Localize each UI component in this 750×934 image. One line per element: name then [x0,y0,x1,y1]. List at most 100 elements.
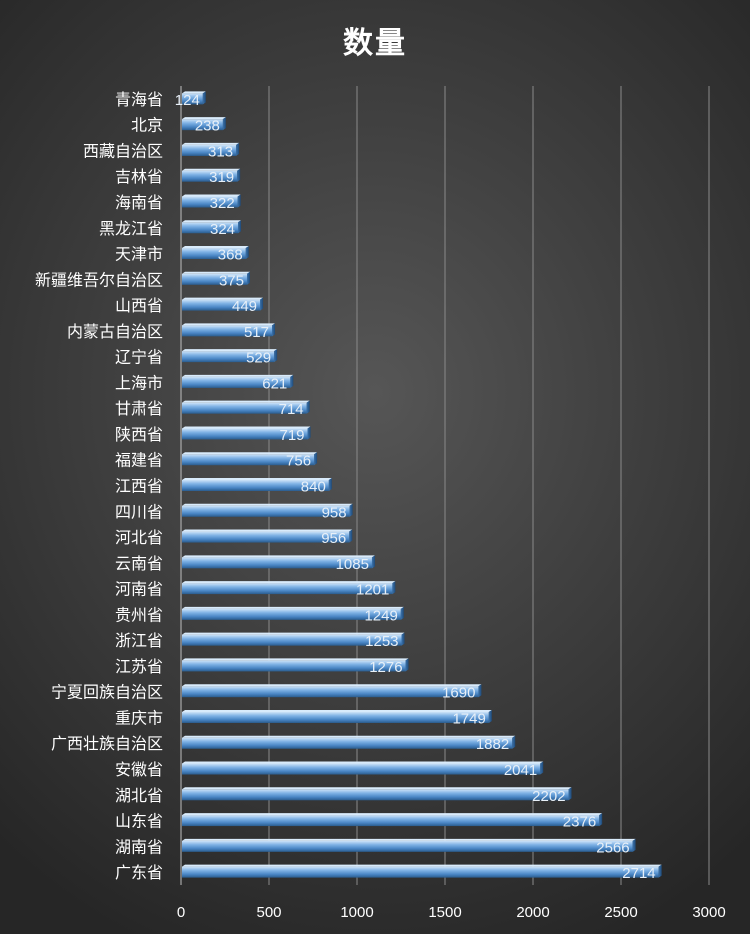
bar-top-face [182,323,275,326]
category-label: 辽宁省 [115,348,163,367]
data-label: 2566 [596,839,629,856]
category-label: 安徽省 [115,760,163,779]
bar-body [182,248,246,260]
bar [182,452,318,466]
bar-top-face [182,168,241,171]
data-label: 322 [210,195,235,212]
bar-body [182,299,261,311]
bar-end-face [306,400,310,414]
bar [182,297,264,311]
bar-end-face [274,349,278,363]
bar-body [182,119,223,131]
bar-end-face [307,426,311,440]
bar-top-face [182,142,240,145]
category-label: 宁夏回族自治区 [51,683,163,702]
data-label: 1882 [476,736,509,753]
bar-top-face [182,374,294,377]
bar-body [182,505,350,517]
bar-end-face [245,246,249,260]
category-label: 西藏自治区 [83,141,163,160]
bar [182,787,572,801]
bar-end-face [349,503,353,517]
bar [182,117,226,131]
data-label: 449 [232,298,257,315]
bar-end-face [260,297,264,311]
bar-top-face [182,478,332,480]
bar [182,323,275,337]
bar-top-face [182,555,375,558]
bar-top-face [182,503,353,506]
bar-end-face [405,658,409,672]
bar-body [182,222,239,234]
bar [182,503,353,517]
bar-body [182,273,247,285]
bar-end-face [658,864,662,878]
data-label: 324 [210,221,235,238]
bar [182,838,636,852]
bar-body [182,866,659,878]
category-label: 上海市 [115,373,163,392]
category-label: 广东省 [115,863,163,882]
bar-top-face [182,581,396,584]
data-label: 368 [218,247,243,264]
bar-body [182,531,350,543]
data-label: 1201 [356,582,389,599]
bar-top-face [182,632,405,635]
bar-body [182,608,401,620]
data-label: 2714 [622,865,655,882]
bar [182,864,662,878]
bar-top-face [182,452,318,455]
category-label: 海南省 [115,193,163,212]
bar-end-face [328,478,332,491]
bar-top-face [182,400,310,403]
bars [182,91,662,878]
bar-body [182,428,308,440]
category-label: 黑龙江省 [99,219,163,238]
bar-top-face [182,220,242,223]
data-label: 2202 [532,788,565,805]
data-label: 313 [208,143,233,160]
bar [182,374,294,388]
bar-body [182,789,569,801]
data-label: 238 [195,118,220,135]
bar [182,735,516,749]
bar [182,606,404,620]
bar-top-face [182,684,482,687]
category-label: 山东省 [115,812,163,831]
data-label: 124 [175,92,200,109]
bar-end-face [632,838,636,852]
bar [182,91,206,105]
bar-body [182,660,406,672]
bar-end-face [392,581,396,595]
bar-top-face [182,658,409,661]
data-label: 1249 [364,607,397,624]
bar [182,349,278,363]
bar-end-face [290,374,294,388]
category-label: 天津市 [115,245,163,264]
bar-top-face [182,529,353,532]
data-label: 714 [279,401,304,418]
bar-top-face [182,709,492,712]
bar-end-face [512,735,516,749]
x-tick-label: 2500 [604,904,637,921]
data-label: 1749 [452,710,485,727]
data-label: 2041 [504,762,537,779]
bar-body [182,196,238,208]
bar-body [182,144,237,156]
category-label: 甘肃省 [115,399,163,418]
data-label: 719 [280,427,305,444]
bar-end-face [271,323,275,337]
bar-body [182,376,291,388]
data-label: 1253 [365,633,398,650]
bar-body [182,711,489,723]
bar-top-face [182,813,603,816]
labels: 0 500 1000 1500 2000 2500 3000 青海省 124 北京 238 西藏自治区… [35,90,726,921]
x-tick-label: 0 [177,904,185,921]
data-label: 1276 [369,659,402,676]
data-label: 319 [209,169,234,186]
bar [182,271,250,285]
category-label: 北京 [131,116,163,135]
category-label: 江西省 [115,477,163,496]
bar-end-face [222,117,226,131]
